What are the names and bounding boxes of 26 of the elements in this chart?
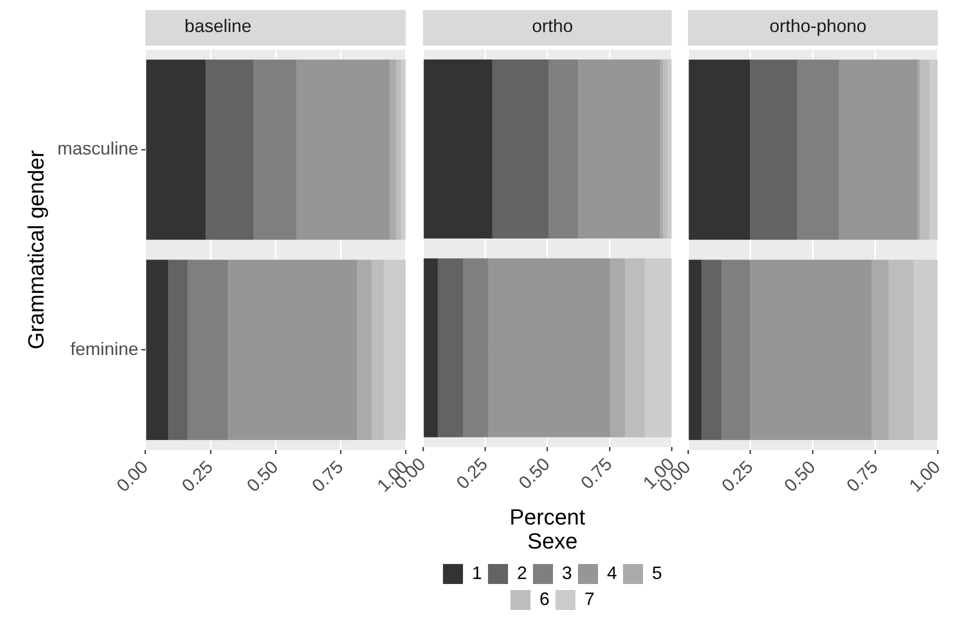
legend-title: Sexe <box>527 528 578 554</box>
chart-title: ortho <box>532 16 574 36</box>
x-tick-label: 0.25 <box>718 456 757 496</box>
x-tick-label: 0.50 <box>243 456 282 496</box>
chart-title: ortho-phono <box>769 16 867 36</box>
legend-label: 3 <box>562 562 572 583</box>
x-tick-label: 0.75 <box>308 456 347 496</box>
legend-label: 6 <box>539 588 550 609</box>
legend-label: 5 <box>652 562 662 583</box>
legend-label: 2 <box>516 562 527 583</box>
x-tick-label: 0.25 <box>178 456 217 496</box>
legend-label: 4 <box>607 562 618 583</box>
x-tick-label: 0.50 <box>514 454 554 493</box>
x-tick-label: 0.25 <box>452 454 492 493</box>
y-axis-title: Grammatical gender <box>23 150 48 350</box>
x-tick-label: 0.75 <box>576 454 616 493</box>
y-tick-label: feminine <box>70 338 138 359</box>
chart-title: baseline <box>184 16 252 36</box>
legend-label: 7 <box>584 588 595 609</box>
x-tick-label: 0.75 <box>842 456 882 496</box>
x-tick-label: 0.00 <box>112 456 152 496</box>
x-tick-label: 1.00 <box>905 456 944 496</box>
legend-label: 1 <box>472 562 482 583</box>
x-tick-label: 0.50 <box>780 456 820 496</box>
y-tick-label: masculine <box>57 138 138 159</box>
x-axis-title: Percent <box>509 504 586 530</box>
